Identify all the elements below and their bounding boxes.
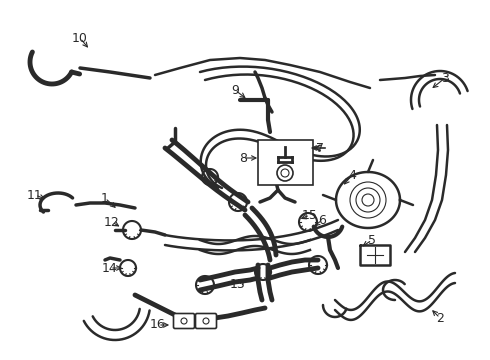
Text: 14: 14 <box>102 261 118 274</box>
Text: 5: 5 <box>368 234 376 247</box>
Text: 4: 4 <box>348 168 356 181</box>
Text: 3: 3 <box>441 72 449 85</box>
Text: 11: 11 <box>27 189 43 202</box>
Bar <box>258 140 313 185</box>
Text: 6: 6 <box>318 213 326 226</box>
Text: 7: 7 <box>316 141 324 154</box>
Text: 12: 12 <box>104 216 120 229</box>
Text: 9: 9 <box>231 84 239 96</box>
FancyBboxPatch shape <box>196 314 217 328</box>
FancyBboxPatch shape <box>173 314 195 328</box>
Text: 8: 8 <box>239 152 247 165</box>
Text: 2: 2 <box>436 311 444 324</box>
Text: 1: 1 <box>101 192 109 204</box>
Text: 13: 13 <box>230 279 246 292</box>
Text: 10: 10 <box>72 32 88 45</box>
Text: 15: 15 <box>302 208 318 221</box>
Text: 16: 16 <box>150 319 166 332</box>
